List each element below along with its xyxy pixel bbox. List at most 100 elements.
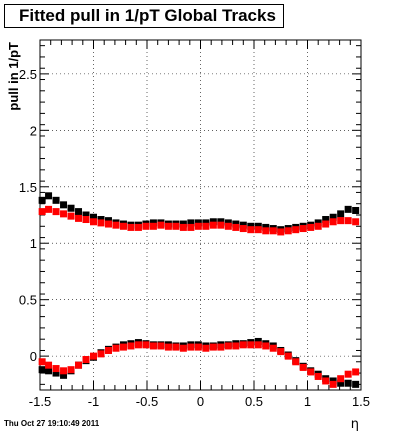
- data-point: [104, 220, 112, 228]
- data-point: [38, 208, 46, 216]
- data-point: [284, 227, 292, 235]
- data-point: [90, 352, 97, 360]
- data-point: [202, 344, 210, 352]
- data-point: [209, 221, 217, 229]
- x-tick-label: -0.5: [136, 394, 158, 409]
- data-point: [329, 380, 337, 388]
- y-tick-label: 0.5: [19, 293, 37, 308]
- data-point: [187, 223, 195, 231]
- data-point: [38, 358, 46, 366]
- x-tick-label: 1.5: [352, 394, 370, 409]
- data-point: [254, 341, 262, 349]
- data-point: [179, 344, 187, 352]
- data-series: [38, 192, 360, 388]
- y-axis-label: pull in 1/pT: [6, 42, 21, 111]
- data-point: [67, 204, 75, 212]
- data-point: [352, 206, 360, 214]
- y-tick-label: 1.5: [19, 180, 37, 195]
- chart-title-text: Fitted pull in 1/pT Global Tracks: [19, 6, 276, 25]
- data-point: [75, 208, 83, 216]
- data-point: [104, 346, 112, 354]
- data-point: [269, 344, 277, 352]
- data-point: [254, 226, 262, 234]
- data-point: [112, 344, 120, 352]
- data-point: [142, 341, 150, 349]
- data-point: [119, 222, 127, 230]
- x-tick-label: -1.5: [29, 394, 51, 409]
- data-point: [329, 213, 337, 221]
- data-point: [269, 227, 277, 235]
- data-point: [90, 218, 97, 226]
- data-point: [299, 363, 307, 371]
- x-axis-label: η: [351, 417, 359, 432]
- data-point: [277, 228, 285, 236]
- data-point: [217, 221, 225, 229]
- data-point: [82, 216, 90, 224]
- data-point: [344, 205, 352, 213]
- y-tick-label: 0: [30, 349, 37, 364]
- data-point: [322, 377, 330, 385]
- data-point: [149, 222, 157, 230]
- data-point: [52, 369, 60, 377]
- data-point: [149, 342, 157, 350]
- data-point: [187, 343, 195, 351]
- data-point: [314, 222, 322, 230]
- data-point: [209, 343, 217, 351]
- data-point: [172, 343, 180, 351]
- data-point: [142, 222, 150, 230]
- data-point: [322, 216, 330, 224]
- data-point: [292, 226, 300, 234]
- data-point: [157, 342, 165, 350]
- data-point: [127, 223, 135, 231]
- data-point: [352, 368, 360, 376]
- data-point: [232, 342, 240, 350]
- data-point: [194, 222, 202, 230]
- data-point: [314, 372, 322, 380]
- data-point: [329, 218, 337, 226]
- data-point: [352, 218, 360, 226]
- timestamp-footer: Thu Oct 27 19:10:49 2011: [4, 419, 100, 428]
- x-tick-label: 1: [304, 394, 311, 409]
- data-point: [90, 213, 97, 221]
- data-point: [112, 221, 120, 229]
- data-point: [164, 222, 172, 230]
- series-1: [38, 205, 360, 236]
- data-point: [134, 341, 142, 349]
- data-point: [127, 342, 135, 350]
- data-point: [82, 211, 90, 219]
- data-point: [344, 370, 352, 378]
- data-point: [52, 196, 60, 204]
- data-point: [67, 366, 75, 374]
- data-point: [217, 343, 225, 351]
- data-point: [52, 208, 60, 216]
- data-point: [337, 217, 345, 225]
- data-point: [337, 210, 345, 218]
- data-point: [262, 227, 270, 235]
- data-point: [224, 222, 232, 230]
- data-point: [97, 350, 105, 358]
- y-tick-label: 2: [30, 123, 37, 138]
- data-point: [82, 356, 90, 364]
- x-tick-label: 0.5: [245, 394, 263, 409]
- series-3: [38, 341, 360, 388]
- data-point: [307, 223, 315, 231]
- data-point: [134, 223, 142, 231]
- data-point: [292, 358, 300, 366]
- data-point: [97, 219, 105, 227]
- data-point: [75, 214, 83, 222]
- y-tick-label: 1: [30, 236, 37, 251]
- data-point: [45, 192, 53, 200]
- data-point: [239, 225, 247, 233]
- data-point: [224, 342, 232, 350]
- x-tick-label: -1: [88, 394, 100, 409]
- x-tick-label: 0: [197, 394, 204, 409]
- data-point: [119, 343, 127, 351]
- data-point: [239, 341, 247, 349]
- data-point: [60, 371, 68, 379]
- data-point: [60, 367, 68, 375]
- data-point: [307, 368, 315, 376]
- data-point: [157, 221, 165, 229]
- data-point: [52, 365, 60, 373]
- data-point: [232, 223, 240, 231]
